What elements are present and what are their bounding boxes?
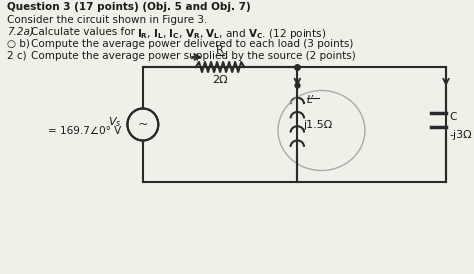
Text: $V_s$: $V_s$ (108, 116, 122, 129)
Text: C: C (450, 112, 457, 121)
Text: $\mathbf{I_R}$, $\mathbf{I_L}$, $\mathbf{I_C}$, $\mathbf{V_R}$, $\mathbf{V_L}$, : $\mathbf{I_R}$, $\mathbf{I_L}$, $\mathbf… (137, 27, 326, 41)
Text: 7.2a): 7.2a) (7, 27, 34, 37)
Text: Calculate values for: Calculate values for (31, 27, 138, 37)
Text: 2 c): 2 c) (7, 51, 27, 61)
Text: Question 3 (17 points) (Obj. 5 and Obj. 7): Question 3 (17 points) (Obj. 5 and Obj. … (7, 2, 250, 12)
Text: -j3Ω: -j3Ω (450, 130, 473, 141)
Text: = 169.7∠0° V: = 169.7∠0° V (48, 127, 122, 136)
Text: ~: ~ (137, 118, 148, 131)
Text: 2Ω: 2Ω (212, 75, 228, 85)
Text: R: R (216, 45, 224, 55)
Text: ○ b): ○ b) (7, 39, 30, 49)
Text: L’: L’ (307, 95, 314, 105)
Text: j1.5Ω: j1.5Ω (303, 121, 332, 130)
Circle shape (128, 110, 157, 139)
Text: Consider the circuit shown in Figure 3.: Consider the circuit shown in Figure 3. (7, 15, 207, 25)
Text: Compute the average power supplied by the source (2 points): Compute the average power supplied by th… (31, 51, 356, 61)
Text: Compute the average power delivered to each load (3 points): Compute the average power delivered to e… (31, 39, 353, 49)
